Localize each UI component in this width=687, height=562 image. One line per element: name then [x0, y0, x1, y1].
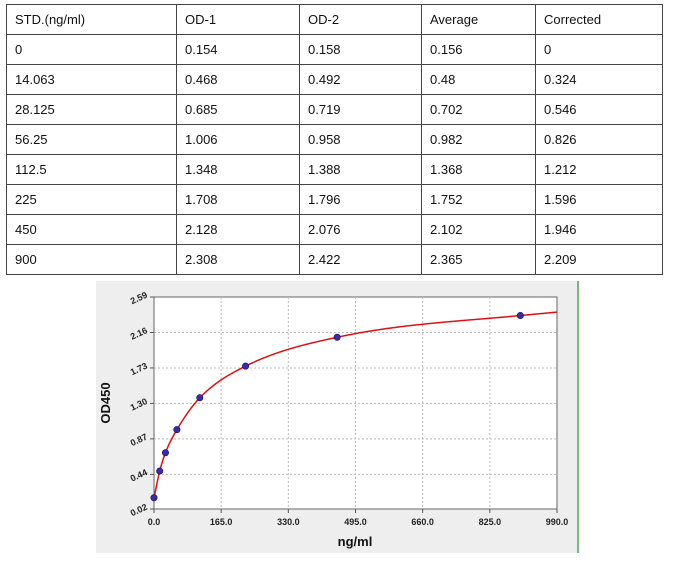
cell-average: 2.365	[421, 244, 536, 275]
x-axis-label: ng/ml	[338, 534, 373, 549]
data-point	[196, 394, 204, 402]
cell-od2: 2.076	[299, 214, 422, 245]
header-od1: OD-1	[176, 4, 300, 35]
table-row: 28.125 0.685 0.719 0.702 0.546	[6, 94, 663, 125]
cell-od2: 0.158	[299, 34, 422, 65]
header-corrected: Corrected	[535, 4, 663, 35]
cell-od1: 2.308	[176, 244, 300, 275]
cell-od2: 0.719	[299, 94, 422, 125]
cell-od2: 2.422	[299, 244, 422, 275]
cell-std: 28.125	[6, 94, 177, 125]
header-average: Average	[421, 4, 536, 35]
cell-corrected: 1.946	[535, 214, 663, 245]
cell-average: 1.752	[421, 184, 536, 215]
fit-curve	[153, 311, 558, 498]
table-row: 14.063 0.468 0.492 0.48 0.324	[6, 64, 663, 95]
header-od2: OD-2	[299, 4, 422, 35]
data-point	[156, 467, 164, 475]
data-point	[150, 494, 158, 502]
cell-od2: 0.958	[299, 124, 422, 155]
cell-od2: 1.388	[299, 154, 422, 185]
x-tick-label: 825.0	[479, 517, 502, 527]
cell-std: 0	[6, 34, 177, 65]
cell-od2: 0.492	[299, 64, 422, 95]
table-row: 112.5 1.348 1.388 1.368 1.212	[6, 154, 663, 185]
cell-corrected: 0	[535, 34, 663, 65]
cell-average: 0.156	[421, 34, 536, 65]
cell-corrected: 0.826	[535, 124, 663, 155]
cell-od1: 0.685	[176, 94, 300, 125]
data-point	[333, 333, 341, 341]
y-tick-label: 2.16	[129, 325, 149, 341]
cell-std: 56.25	[6, 124, 177, 155]
data-points	[150, 312, 524, 502]
data-point	[516, 312, 524, 320]
cell-od1: 1.348	[176, 154, 300, 185]
cell-average: 0.48	[421, 64, 536, 95]
cell-average: 2.102	[421, 214, 536, 245]
table-header-row: STD.(ng/ml) OD-1 OD-2 Average Corrected	[6, 4, 663, 35]
y-tick-label: 2.59	[129, 290, 149, 306]
cell-corrected: 1.596	[535, 184, 663, 215]
grid-lines	[154, 297, 557, 509]
axis-ticks: 0.0 165.0 330.0 495.0 660.0 825.0 990.0 0.02 0.4…	[129, 290, 569, 527]
cell-od1: 1.006	[176, 124, 300, 155]
cell-std: 900	[6, 244, 177, 275]
cell-od1: 2.128	[176, 214, 300, 245]
x-tick-label: 660.0	[411, 517, 434, 527]
standard-data-table: STD.(ng/ml) OD-1 OD-2 Average Corrected …	[6, 4, 663, 275]
y-tick-label: 0.87	[129, 432, 149, 448]
data-point	[173, 426, 181, 434]
cell-std: 225	[6, 184, 177, 215]
cell-average: 1.368	[421, 154, 536, 185]
cell-od1: 1.708	[176, 184, 300, 215]
table-row: 0 0.154 0.158 0.156 0	[6, 34, 663, 65]
y-axis-label: OD450	[98, 382, 113, 423]
chart-svg: 0.0 165.0 330.0 495.0 660.0 825.0 990.0 0.02 0.4…	[98, 281, 579, 553]
x-tick-label: 495.0	[344, 517, 367, 527]
table-row: 56.25 1.006 0.958 0.982 0.826	[6, 124, 663, 155]
cell-std: 450	[6, 214, 177, 245]
cell-std: 112.5	[6, 154, 177, 185]
cell-od2: 1.796	[299, 184, 422, 215]
standard-curve-chart: 0.0 165.0 330.0 495.0 660.0 825.0 990.0 0.02 0.4…	[96, 281, 580, 553]
cell-od1: 0.468	[176, 64, 300, 95]
y-tick-label: 0.44	[129, 467, 149, 483]
cell-corrected: 1.212	[535, 154, 663, 185]
cell-average: 0.982	[421, 124, 536, 155]
cell-corrected: 0.324	[535, 64, 663, 95]
cell-average: 0.702	[421, 94, 536, 125]
x-tick-label: 165.0	[210, 517, 233, 527]
y-tick-label: 1.30	[129, 396, 149, 412]
table-row: 225 1.708 1.796 1.752 1.596	[6, 184, 663, 215]
y-tick-label: 1.73	[129, 361, 149, 377]
y-tick-label: 0.02	[129, 502, 149, 518]
x-tick-label: 0.0	[148, 517, 161, 527]
x-tick-label: 330.0	[277, 517, 300, 527]
x-tick-label: 990.0	[546, 517, 569, 527]
cell-std: 14.063	[6, 64, 177, 95]
data-point	[161, 449, 169, 457]
table-row: 450 2.128 2.076 2.102 1.946	[6, 214, 663, 245]
table-row: 900 2.308 2.422 2.365 2.209	[6, 244, 663, 275]
header-std: STD.(ng/ml)	[6, 4, 177, 35]
cell-corrected: 2.209	[535, 244, 663, 275]
cell-od1: 0.154	[176, 34, 300, 65]
data-point	[242, 362, 250, 370]
cell-corrected: 0.546	[535, 94, 663, 125]
